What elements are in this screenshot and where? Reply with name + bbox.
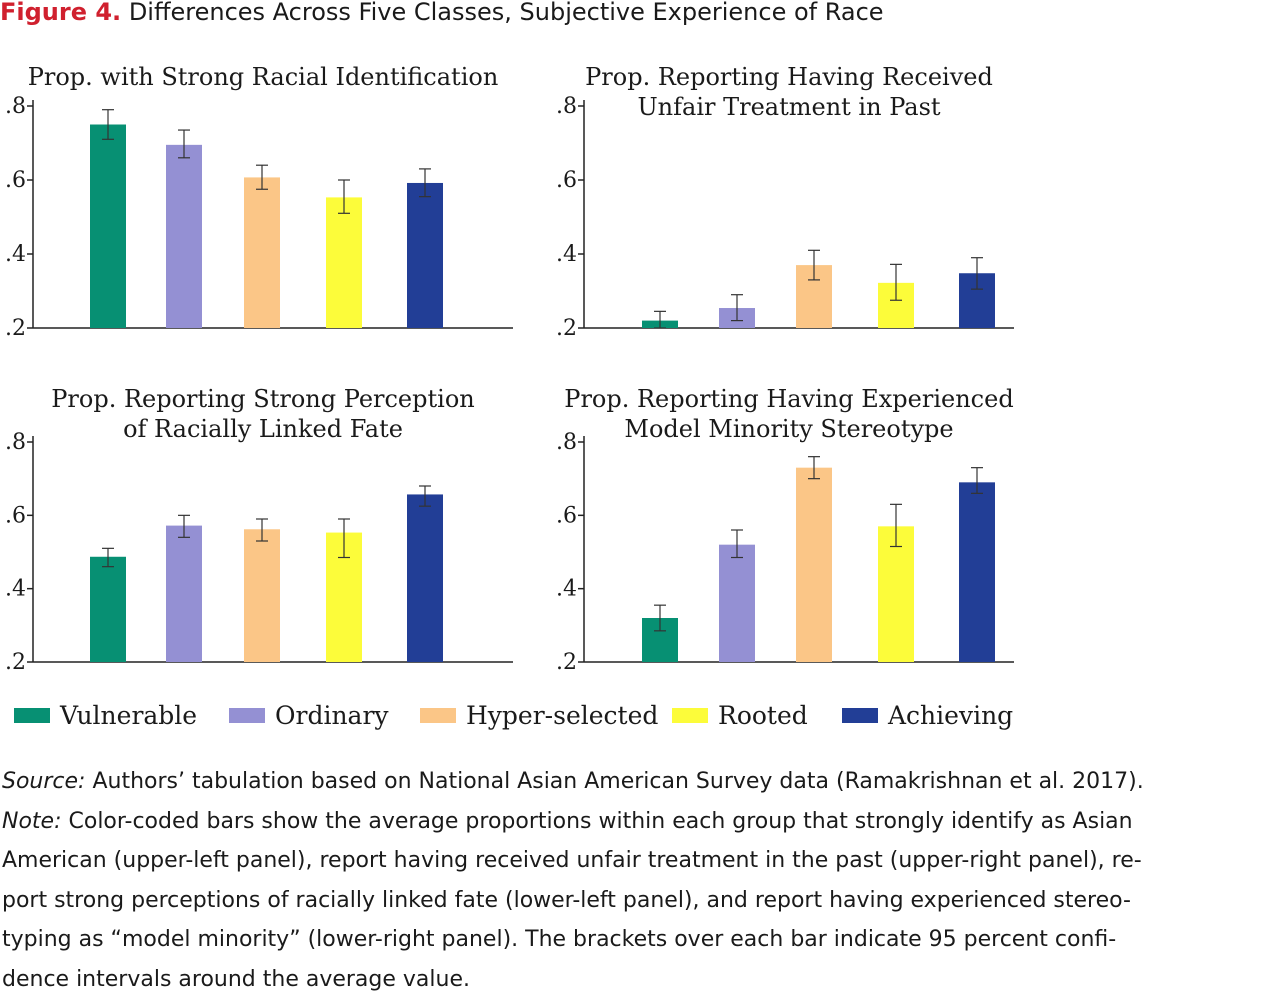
bar-vulnerable — [90, 557, 126, 662]
bar-ordinary — [166, 526, 202, 662]
legend-swatch-hyper-selected — [420, 708, 456, 723]
y-tick-label: .4 — [556, 242, 577, 267]
caption-source-line: Source: Authors’ tabulation based on Nat… — [2, 762, 1280, 802]
legend: Vulnerable Ordinary Hyper-selected Roote… — [14, 700, 1014, 730]
bar-achieving — [959, 482, 995, 662]
legend-swatch-rooted — [672, 708, 708, 723]
bar-achieving — [407, 183, 443, 328]
legend-swatch-ordinary — [229, 708, 265, 723]
note-text-line-5: dence intervals around the average value… — [2, 960, 1280, 999]
legend-item-achieving: Achieving — [842, 700, 1013, 730]
caption-note-line: Note: Color-coded bars show the average … — [2, 802, 1280, 842]
y-tick-label: .4 — [556, 577, 577, 602]
panel-title-1-line-1: Prop. with Strong Racial Identification — [28, 63, 499, 91]
y-tick-label: .6 — [556, 503, 577, 528]
y-tick-label: .2 — [5, 316, 26, 341]
y-tick-label: .6 — [556, 168, 577, 193]
legend-item-ordinary: Ordinary — [229, 700, 389, 730]
panel-title-3-line-1: Prop. Reporting Strong Perception — [51, 385, 474, 413]
y-tick-label: .8 — [556, 94, 577, 119]
legend-swatch-achieving — [842, 708, 878, 723]
y-tick-label: .8 — [5, 430, 26, 455]
y-tick-label: .8 — [556, 430, 577, 455]
y-tick-label: .2 — [5, 650, 26, 675]
panel-title-2-line-2: Unfair Treatment in Past — [637, 93, 940, 121]
panel-title-2-line-1: Prop. Reporting Having Received — [585, 63, 993, 91]
y-tick-label: .6 — [5, 168, 26, 193]
legend-item-rooted: Rooted — [672, 700, 808, 730]
figure-caption: Source: Authors’ tabulation based on Nat… — [2, 762, 1280, 999]
note-text-line-3: port strong perceptions of racially link… — [2, 881, 1280, 921]
bar-hyper-selected — [244, 529, 280, 662]
legend-label-achieving: Achieving — [888, 701, 1013, 730]
panel-title-4-line-1: Prop. Reporting Having Experienced — [564, 385, 1013, 413]
note-label: Note: — [2, 809, 62, 834]
y-tick-label: .2 — [556, 650, 577, 675]
bar-achieving — [407, 494, 443, 662]
panel-title-3-line-2: of Racially Linked Fate — [123, 415, 403, 443]
legend-label-hyper-selected: Hyper-selected — [466, 701, 658, 730]
bar-hyper-selected — [244, 177, 280, 328]
y-tick-label: .4 — [5, 242, 26, 267]
y-tick-label: .8 — [5, 94, 26, 119]
legend-item-vulnerable: Vulnerable — [14, 700, 197, 730]
legend-label-vulnerable: Vulnerable — [60, 701, 197, 730]
source-label: Source: — [2, 769, 85, 794]
y-tick-label: .4 — [5, 577, 26, 602]
chart-panels: Prop. with Strong Racial Identification.… — [0, 0, 1280, 740]
bar-ordinary — [719, 545, 755, 662]
legend-label-rooted: Rooted — [718, 701, 808, 730]
note-text-line-4: typing as “model minority” (lower-right … — [2, 920, 1280, 960]
bar-ordinary — [166, 145, 202, 328]
note-text-line-2: American (upper-left panel), report havi… — [2, 841, 1280, 881]
panel-title-4-line-2: Model Minority Stereotype — [624, 415, 953, 443]
bar-rooted — [326, 197, 362, 328]
bar-vulnerable — [90, 125, 126, 329]
legend-swatch-vulnerable — [14, 708, 50, 723]
bar-hyper-selected — [796, 468, 832, 662]
legend-item-hyper-selected: Hyper-selected — [420, 700, 658, 730]
y-tick-label: .2 — [556, 316, 577, 341]
y-tick-label: .6 — [5, 503, 26, 528]
note-text-line-1: Color-coded bars show the average propor… — [62, 809, 1133, 834]
source-text: Authors’ tabulation based on National As… — [85, 769, 1143, 794]
legend-label-ordinary: Ordinary — [275, 701, 389, 730]
